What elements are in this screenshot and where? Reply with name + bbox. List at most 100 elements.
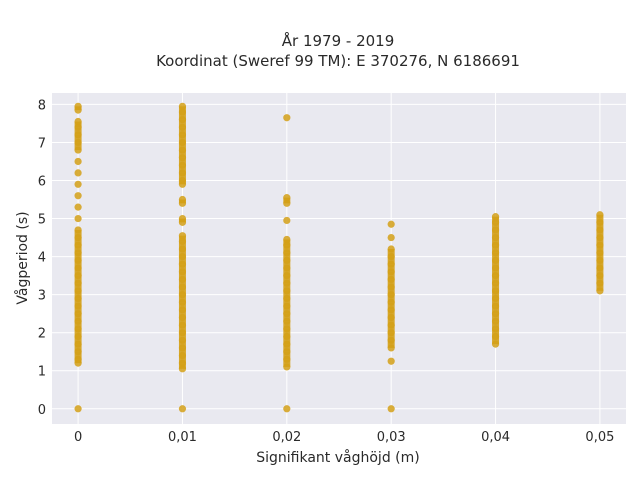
y-tick-label: 5: [38, 213, 46, 228]
data-point: [491, 294, 500, 303]
data-point: [387, 220, 395, 228]
data-point: [74, 294, 82, 303]
data-point: [178, 298, 187, 306]
x-axis-label: Signifikant våghöjd (m): [256, 449, 419, 466]
data-point: [178, 116, 187, 124]
data-point: [178, 336, 187, 344]
data-point: [491, 279, 500, 287]
data-point: [74, 123, 82, 131]
data-point: [178, 365, 187, 373]
data-point: [178, 176, 187, 185]
data-point: [491, 317, 500, 325]
data-point: [491, 332, 500, 341]
data-point: [74, 131, 82, 139]
data-point: [387, 275, 395, 284]
data-point: [74, 348, 82, 356]
data-point: [283, 363, 291, 371]
data-point: [178, 351, 187, 360]
y-tick-label: 3: [38, 289, 46, 304]
data-point: [74, 279, 82, 287]
data-point: [178, 405, 187, 413]
data-point: [74, 192, 82, 200]
data-point: [74, 180, 82, 188]
y-tick-label: 6: [38, 175, 46, 190]
data-point: [596, 249, 604, 257]
data-point: [178, 123, 187, 131]
data-point: [283, 287, 291, 295]
data-point: [74, 138, 82, 147]
data-point: [74, 214, 82, 223]
data-point: [178, 344, 187, 352]
plot-area: [52, 93, 626, 424]
data-point: [596, 211, 604, 219]
data-point: [596, 226, 604, 234]
data-point: [74, 272, 82, 280]
data-point: [283, 302, 291, 310]
data-point: [74, 302, 82, 310]
data-point: [74, 325, 82, 333]
data-point: [283, 249, 291, 257]
data-point: [596, 233, 604, 242]
y-tick-label: 8: [38, 98, 46, 113]
y-tick-label: 1: [38, 365, 46, 380]
data-point: [283, 256, 291, 265]
data-point: [74, 405, 82, 413]
data-point: [283, 355, 291, 363]
y-gridlines: [52, 103, 626, 410]
data-point: [74, 310, 82, 318]
data-point: [178, 138, 187, 147]
data-point: [74, 169, 82, 177]
x-tick-label: 0,04: [481, 430, 510, 445]
data-point: [74, 264, 82, 272]
data-point: [491, 287, 500, 295]
data-point: [178, 232, 187, 240]
data-point: [283, 332, 291, 341]
data-point: [74, 287, 82, 295]
chart-title-line2: Koordinat (Sweref 99 TM): E 370276, N 61…: [156, 52, 520, 70]
data-point: [387, 268, 395, 276]
data-point: [491, 302, 500, 310]
data-point: [491, 256, 500, 265]
data-point: [387, 233, 395, 242]
data-point: [178, 102, 187, 110]
data-point: [74, 241, 82, 249]
data-point: [178, 169, 187, 177]
chart-title-line1: År 1979 - 2019: [282, 31, 395, 50]
data-point: [74, 233, 82, 242]
x-tick-label: 0: [74, 430, 82, 445]
data-point: [491, 340, 500, 348]
y-tick-label: 2: [38, 327, 46, 342]
data-point: [491, 218, 500, 226]
data-point: [178, 108, 187, 116]
data-point: [596, 256, 604, 265]
data-point: [387, 329, 395, 337]
data-point: [387, 283, 395, 291]
data-point: [178, 154, 187, 162]
data-point: [178, 321, 187, 329]
y-tick-label: 7: [38, 136, 46, 151]
data-point: [283, 310, 291, 318]
data-point: [387, 252, 395, 261]
data-point: [283, 325, 291, 333]
data-point: [283, 216, 291, 225]
data-point: [178, 131, 187, 139]
data-point: [178, 245, 187, 253]
data-point: [387, 313, 395, 322]
data-point: [178, 283, 187, 291]
data-point: [283, 294, 291, 303]
data-point: [178, 252, 187, 261]
data-point: [596, 287, 604, 295]
data-point: [178, 291, 187, 299]
data-point: [178, 306, 187, 314]
data-point: [283, 272, 291, 280]
data-point: [178, 161, 187, 169]
data-point: [387, 405, 395, 413]
x-tick-label: 0,03: [377, 430, 406, 445]
data-point: [491, 226, 500, 234]
data-point: [178, 260, 187, 268]
y-tick-label: 4: [38, 251, 46, 266]
data-point: [283, 317, 291, 325]
data-point: [491, 264, 500, 272]
data-point: [283, 279, 291, 287]
